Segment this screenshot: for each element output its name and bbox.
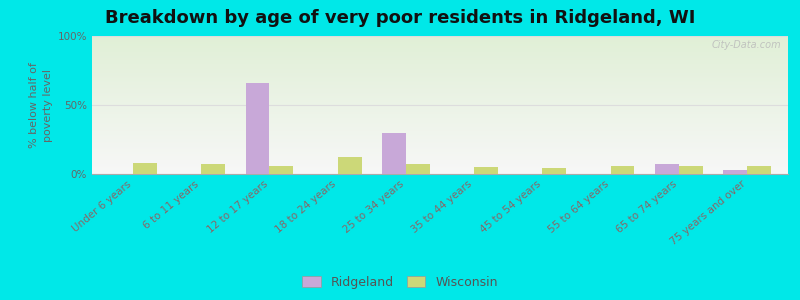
Bar bbox=[246, 83, 270, 174]
Bar bbox=[338, 158, 362, 174]
Legend: Ridgeland, Wisconsin: Ridgeland, Wisconsin bbox=[297, 271, 503, 294]
Bar bbox=[655, 164, 679, 174]
Text: City-Data.com: City-Data.com bbox=[711, 40, 781, 50]
Y-axis label: % below half of
poverty level: % below half of poverty level bbox=[30, 62, 54, 148]
Bar bbox=[542, 169, 566, 174]
Bar bbox=[201, 164, 225, 174]
Bar bbox=[679, 166, 702, 174]
Bar bbox=[474, 167, 498, 174]
Text: Breakdown by age of very poor residents in Ridgeland, WI: Breakdown by age of very poor residents … bbox=[105, 9, 695, 27]
Bar bbox=[747, 166, 771, 174]
Bar bbox=[723, 170, 747, 174]
Bar bbox=[270, 166, 294, 174]
Bar bbox=[133, 163, 157, 174]
Bar bbox=[382, 133, 406, 174]
Bar bbox=[610, 166, 634, 174]
Bar bbox=[406, 164, 430, 174]
